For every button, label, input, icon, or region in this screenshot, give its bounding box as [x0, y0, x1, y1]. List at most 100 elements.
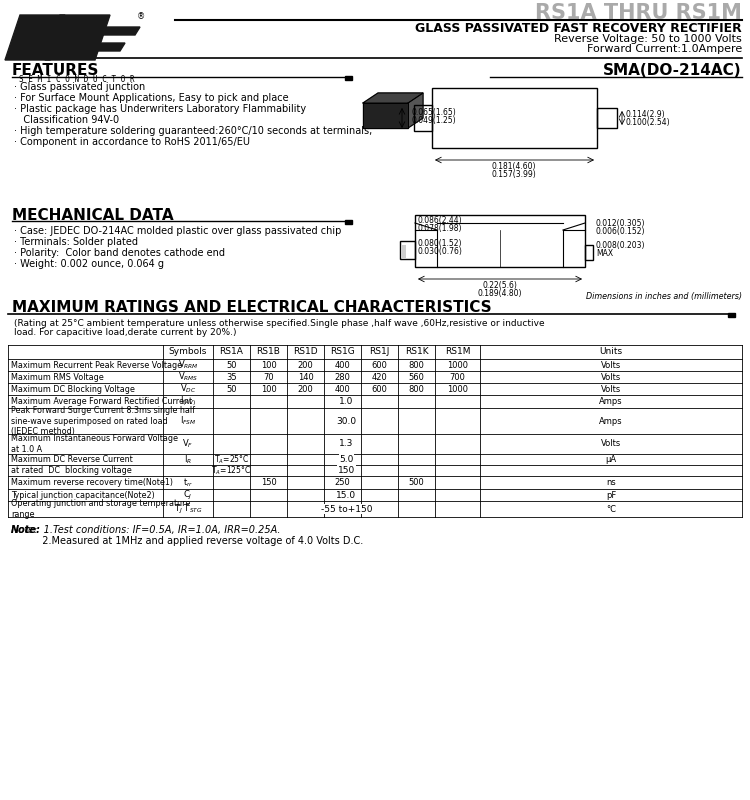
- Text: 800: 800: [409, 361, 424, 370]
- Text: 560: 560: [409, 373, 424, 382]
- Text: °C: °C: [606, 505, 616, 514]
- Bar: [728, 313, 735, 317]
- Text: 2.Measured at 1MHz and applied reverse voltage of 4.0 Volts D.C.: 2.Measured at 1MHz and applied reverse v…: [11, 536, 363, 546]
- Text: 200: 200: [298, 361, 314, 370]
- Polygon shape: [408, 93, 423, 128]
- Text: 0.22(5.6): 0.22(5.6): [482, 281, 518, 290]
- Text: 140: 140: [298, 373, 314, 382]
- Polygon shape: [363, 93, 423, 103]
- Text: 50: 50: [226, 385, 237, 394]
- Text: V$_F$: V$_F$: [182, 438, 194, 450]
- Text: S E M I C O N D U C T O R: S E M I C O N D U C T O R: [20, 75, 135, 84]
- Text: 5.0: 5.0: [339, 455, 354, 464]
- Polygon shape: [52, 43, 125, 51]
- Text: 0.181(4.60): 0.181(4.60): [492, 162, 536, 171]
- Text: at rated  DC  blocking voltage: at rated DC blocking voltage: [11, 466, 132, 475]
- Text: load. For capacitive load,derate current by 20%.): load. For capacitive load,derate current…: [14, 328, 236, 337]
- Text: 250: 250: [334, 478, 350, 487]
- Text: MAX: MAX: [596, 249, 613, 258]
- Bar: [345, 76, 352, 80]
- Text: 70: 70: [263, 373, 274, 382]
- Text: 0.065(1.65): 0.065(1.65): [412, 108, 457, 117]
- Text: 700: 700: [449, 373, 466, 382]
- Text: 0.114(2.9): 0.114(2.9): [625, 110, 664, 119]
- Text: t$_{rr}$: t$_{rr}$: [183, 476, 194, 489]
- Text: 100: 100: [261, 385, 276, 394]
- Text: 0.006(0.152): 0.006(0.152): [596, 227, 646, 236]
- Text: Maximum reverse recovery time(Note1): Maximum reverse recovery time(Note1): [11, 478, 173, 487]
- Bar: [597, 108, 617, 128]
- Text: (Rating at 25°C ambient temperature unless otherwise specified.Single phase ,hal: (Rating at 25°C ambient temperature unle…: [14, 319, 544, 328]
- Text: 600: 600: [371, 361, 388, 370]
- Bar: [432, 88, 597, 148]
- Text: Dimensions in inches and (millimeters): Dimensions in inches and (millimeters): [586, 292, 742, 301]
- Text: Maximum RMS Voltage: Maximum RMS Voltage: [11, 373, 104, 382]
- Text: -55 to+150: -55 to+150: [321, 505, 372, 514]
- Polygon shape: [45, 15, 110, 60]
- Text: I$_R$: I$_R$: [184, 454, 192, 466]
- Text: Symbols: Symbols: [169, 347, 207, 357]
- Text: Maximum Average Forward Rectified Current: Maximum Average Forward Rectified Curren…: [11, 397, 192, 406]
- Text: V$_{DC}$: V$_{DC}$: [180, 382, 196, 395]
- Text: · Terminals: Solder plated: · Terminals: Solder plated: [14, 237, 138, 247]
- Text: I$_{FSM}$: I$_{FSM}$: [180, 414, 196, 427]
- Text: Peak Forward Surge Current 8.3ms single half
sine-wave superimposed on rated loa: Peak Forward Surge Current 8.3ms single …: [11, 406, 195, 436]
- Text: T$_A$=25°C: T$_A$=25°C: [214, 454, 249, 466]
- Text: Note:  1.Test conditions: IF=0.5A, IR=1.0A, IRR=0.25A.: Note: 1.Test conditions: IF=0.5A, IR=1.0…: [11, 525, 280, 535]
- Text: MAXIMUM RATINGS AND ELECTRICAL CHARACTERISTICS: MAXIMUM RATINGS AND ELECTRICAL CHARACTER…: [12, 300, 492, 315]
- Text: Forward Current:1.0Ampere: Forward Current:1.0Ampere: [586, 44, 742, 54]
- Text: RS1G: RS1G: [330, 347, 355, 357]
- Text: 420: 420: [372, 373, 387, 382]
- Text: T$_A$=125°C: T$_A$=125°C: [211, 464, 252, 477]
- Text: SMA(DO-214AC): SMA(DO-214AC): [603, 63, 742, 78]
- Text: 0.030(0.76): 0.030(0.76): [417, 247, 462, 256]
- Text: Note:: Note:: [11, 525, 41, 535]
- Text: Amps: Amps: [599, 397, 622, 406]
- Text: · Component in accordance to RoHS 2011/65/EU: · Component in accordance to RoHS 2011/6…: [14, 137, 250, 147]
- Text: · Weight: 0.002 ounce, 0.064 g: · Weight: 0.002 ounce, 0.064 g: [14, 259, 164, 269]
- Text: Maximum DC Reverse Current: Maximum DC Reverse Current: [11, 455, 133, 464]
- Text: 0.078(1.98): 0.078(1.98): [417, 224, 461, 233]
- Text: Amps: Amps: [599, 417, 622, 426]
- Text: · Polarity:  Color band denotes cathode end: · Polarity: Color band denotes cathode e…: [14, 248, 225, 258]
- Text: 30.0: 30.0: [337, 417, 356, 426]
- Text: T$_J$ T$_{STG}$: T$_J$ T$_{STG}$: [174, 502, 202, 515]
- Bar: [400, 241, 415, 259]
- Text: 0.080(1.52): 0.080(1.52): [417, 239, 461, 248]
- Text: 200: 200: [298, 385, 314, 394]
- Text: Volts: Volts: [601, 385, 621, 394]
- Text: Typical junction capacitance(Note2): Typical junction capacitance(Note2): [11, 490, 154, 499]
- Text: Classification 94V-0: Classification 94V-0: [14, 115, 119, 125]
- Bar: [414, 105, 432, 131]
- Text: 600: 600: [371, 385, 388, 394]
- Text: μA: μA: [605, 455, 616, 464]
- Text: C$_J$: C$_J$: [183, 489, 193, 502]
- Polygon shape: [62, 27, 140, 35]
- Text: · Glass passivated junction: · Glass passivated junction: [14, 82, 146, 92]
- Bar: [415, 215, 585, 267]
- Text: RS1D: RS1D: [293, 347, 318, 357]
- Polygon shape: [363, 103, 408, 128]
- Text: RS1J: RS1J: [369, 347, 390, 357]
- Text: pF: pF: [606, 490, 616, 499]
- Text: 0.049(1.25): 0.049(1.25): [412, 116, 457, 125]
- Text: 150: 150: [338, 466, 356, 475]
- Text: RS1K: RS1K: [405, 347, 428, 357]
- Text: · Plastic package has Underwriters Laboratory Flammability: · Plastic package has Underwriters Labor…: [14, 104, 306, 114]
- Text: RS1A THRU RS1M: RS1A THRU RS1M: [536, 3, 742, 23]
- Text: Maximum DC Blocking Voltage: Maximum DC Blocking Voltage: [11, 385, 135, 394]
- Text: 150: 150: [261, 478, 276, 487]
- Text: 15.0: 15.0: [337, 490, 356, 499]
- Text: ®: ®: [136, 12, 145, 21]
- Text: RS1A: RS1A: [220, 347, 244, 357]
- Text: 1.0: 1.0: [339, 397, 354, 406]
- Text: 280: 280: [334, 373, 350, 382]
- Text: Units: Units: [599, 347, 622, 357]
- Text: V$_{RRM}$: V$_{RRM}$: [178, 358, 199, 371]
- Text: · For Surface Mount Applications, Easy to pick and place: · For Surface Mount Applications, Easy t…: [14, 93, 289, 103]
- Text: Maximum Instantaneous Forward Voltage
at 1.0 A: Maximum Instantaneous Forward Voltage at…: [11, 434, 178, 454]
- Text: 0.008(0.203): 0.008(0.203): [596, 241, 646, 250]
- Text: Volts: Volts: [601, 439, 621, 449]
- Text: ns: ns: [606, 478, 616, 487]
- Text: 500: 500: [409, 478, 424, 487]
